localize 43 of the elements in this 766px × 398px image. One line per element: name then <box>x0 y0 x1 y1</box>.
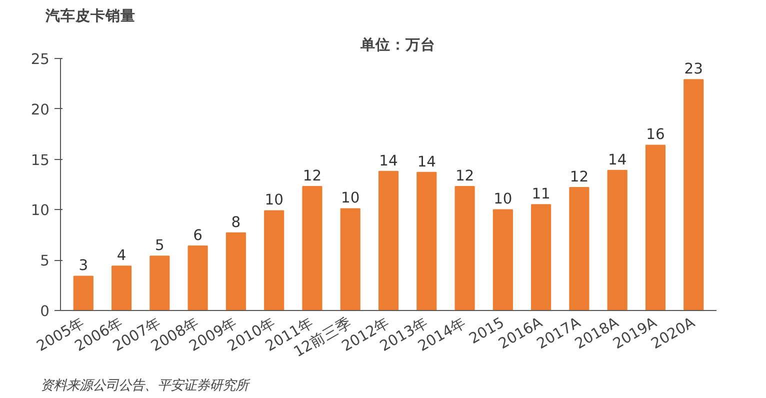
bar <box>226 232 246 310</box>
data-label: 10 <box>341 190 360 207</box>
data-label: 12 <box>455 168 474 185</box>
bar <box>111 266 132 310</box>
bar <box>188 245 208 310</box>
data-label: 10 <box>494 190 512 208</box>
data-label: 23 <box>684 60 703 78</box>
data-label: 3 <box>78 257 88 274</box>
bar <box>569 187 590 310</box>
chart-subtitle: 单位：万台 <box>360 36 436 54</box>
data-label: 11 <box>532 186 550 203</box>
data-label: 6 <box>193 226 202 244</box>
data-label: 5 <box>155 237 164 254</box>
bar <box>378 170 399 310</box>
data-label: 12 <box>570 168 589 186</box>
data-label: 12 <box>302 168 322 185</box>
text: 资料来源公司公告、平安证券研究所 <box>40 378 250 394</box>
data-label: 16 <box>646 126 665 144</box>
data-label: 14 <box>608 151 627 168</box>
bar <box>531 204 552 310</box>
bar <box>645 144 666 310</box>
data-label: 4 <box>116 247 126 264</box>
data-label: 10 <box>264 192 284 209</box>
y-tick-label: 5 <box>40 252 50 270</box>
y-tick-label: 0 <box>40 303 50 320</box>
data-label: 14 <box>379 152 398 170</box>
data-label: 8 <box>231 214 241 231</box>
y-tick-label: 25 <box>30 51 50 68</box>
data-label: 14 <box>417 153 436 170</box>
y-tick-label: 15 <box>30 152 50 169</box>
chart-title: 汽车皮卡销量 <box>44 6 136 24</box>
bar <box>264 210 284 310</box>
bar <box>684 79 704 310</box>
bar <box>150 256 170 310</box>
y-tick-label: 10 <box>30 202 50 220</box>
y-tick-label: 20 <box>30 101 50 118</box>
bar <box>302 186 322 310</box>
bar <box>416 172 437 310</box>
bar <box>73 276 94 310</box>
bar <box>340 208 360 310</box>
bar <box>454 186 475 310</box>
bar <box>607 170 628 310</box>
bar <box>492 209 513 310</box>
